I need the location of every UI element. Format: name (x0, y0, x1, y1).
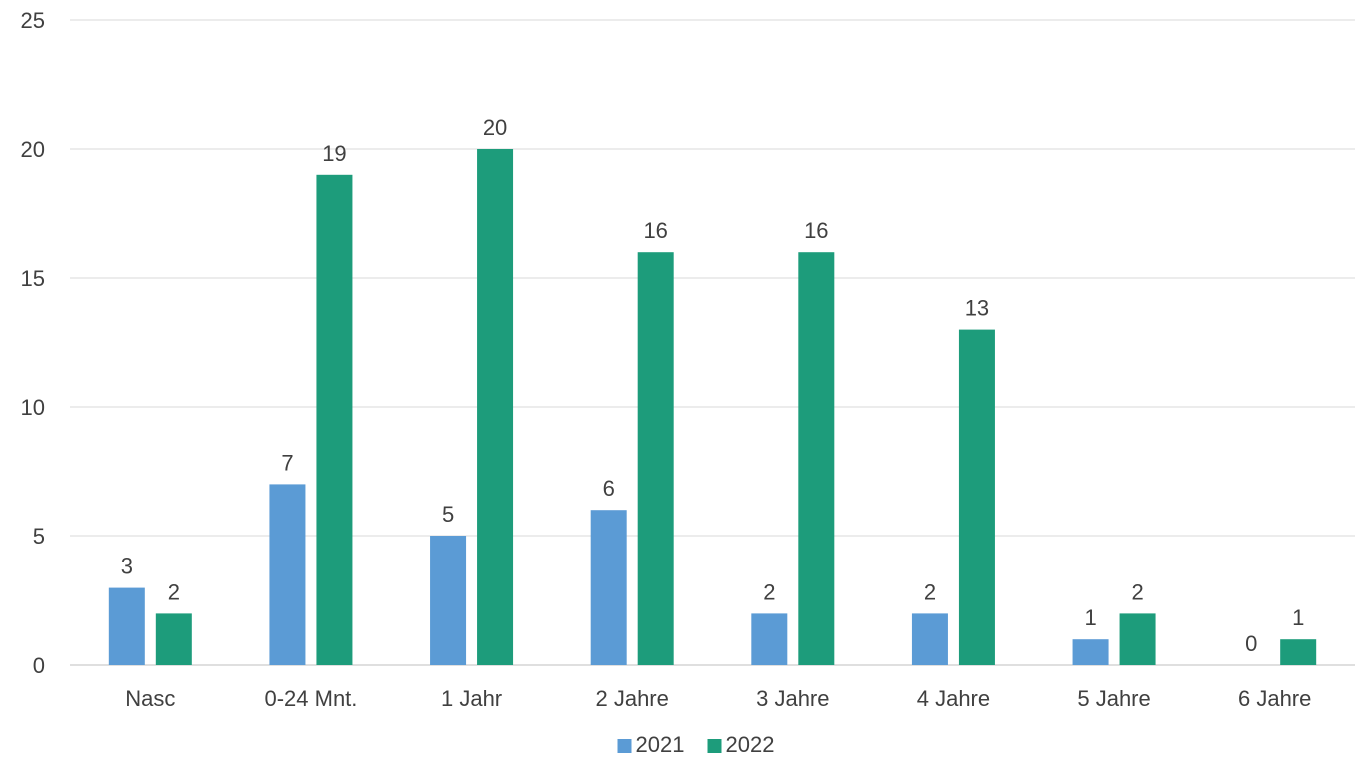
legend-swatch-2022 (707, 739, 722, 753)
legend: 2021 2022 (617, 732, 775, 757)
bar-2021-6[interactable] (1072, 639, 1109, 665)
data-label-2021-3: 6 (603, 476, 615, 501)
x-axis-categories: Nasc 0-24 Mnt. 1 Jahr 2 Jahre 3 Jahre 4 Jahre… (125, 686, 1311, 711)
bar-2022-6[interactable] (1119, 613, 1156, 665)
bar-2022-7[interactable] (1280, 639, 1317, 665)
bar-2022-2[interactable] (477, 149, 514, 665)
y-tick-label: 0 (33, 653, 45, 678)
bar-2021-2[interactable] (430, 536, 467, 665)
y-tick-label: 10 (21, 395, 45, 420)
bar-2022-4[interactable] (798, 252, 835, 665)
x-category-label: 2 Jahre (595, 686, 668, 711)
bars (108, 149, 1317, 666)
bar-2022-3[interactable] (637, 252, 674, 665)
data-label-2022-7: 1 (1292, 605, 1304, 630)
y-tick-label: 5 (33, 524, 45, 549)
data-label-2021-6: 1 (1084, 605, 1096, 630)
x-category-label: Nasc (125, 686, 175, 711)
data-label-2021-0: 3 (121, 554, 133, 579)
x-category-label: 5 Jahre (1077, 686, 1150, 711)
x-category-label: 1 Jahr (441, 686, 502, 711)
y-tick-label: 15 (21, 266, 45, 291)
data-label-2021-4: 2 (763, 579, 775, 604)
data-label-2022-6: 2 (1131, 579, 1143, 604)
bar-2021-0[interactable] (108, 587, 145, 665)
data-label-2021-5: 2 (924, 579, 936, 604)
data-label-2021-7: 0 (1245, 631, 1257, 656)
data-label-2021-2: 5 (442, 502, 454, 527)
data-label-2022-3: 16 (643, 218, 667, 243)
x-category-label: 3 Jahre (756, 686, 829, 711)
legend-label-2021: 2021 (636, 732, 685, 757)
bar-2022-0[interactable] (155, 613, 192, 665)
x-category-label: 6 Jahre (1238, 686, 1311, 711)
legend-label-2022: 2022 (726, 732, 775, 757)
bar-2021-4[interactable] (751, 613, 788, 665)
legend-swatch-2021 (617, 739, 632, 753)
data-label-2022-4: 16 (804, 218, 828, 243)
x-category-label: 4 Jahre (917, 686, 990, 711)
y-tick-label: 20 (21, 137, 45, 162)
y-axis-ticks: 0 5 10 15 20 25 (21, 8, 45, 678)
bar-2021-1[interactable] (269, 484, 306, 665)
x-category-label: 0-24 Mnt. (264, 686, 357, 711)
data-label-2022-0: 2 (168, 579, 180, 604)
data-label-2022-5: 13 (965, 296, 989, 321)
bar-2022-5[interactable] (958, 329, 995, 665)
data-label-2022-2: 20 (483, 115, 507, 140)
y-tick-label: 25 (21, 8, 45, 33)
bar-2021-3[interactable] (590, 510, 627, 665)
data-labels: 3 7 5 6 2 2 1 0 2 19 20 16 16 13 2 1 (121, 115, 1305, 656)
data-label-2021-1: 7 (281, 450, 293, 475)
data-label-2022-1: 19 (322, 141, 346, 166)
bar-2022-1[interactable] (316, 174, 353, 666)
gridlines (70, 19, 1355, 666)
bar-2021-5[interactable] (911, 613, 948, 665)
